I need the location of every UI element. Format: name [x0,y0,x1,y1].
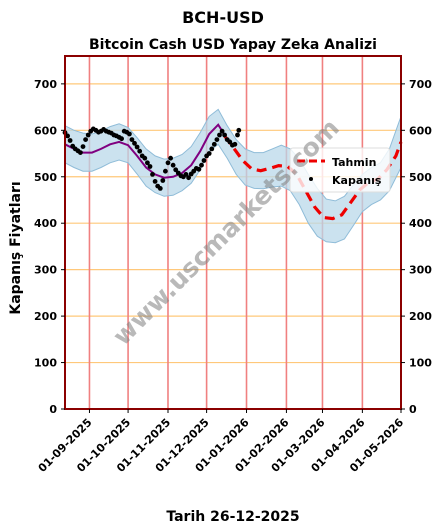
closing-point [163,168,168,174]
closing-point [206,151,212,156]
closing-point [168,155,174,161]
y-tick-label-left: 400 [34,217,57,230]
closing-point [129,137,135,143]
y-tick-label-left: 300 [34,264,57,277]
y-tick-label-left: 600 [34,124,57,137]
closing-point [145,160,150,166]
x-axis-title: Tarih 26-12-2025 [166,509,299,525]
closing-point [236,127,242,133]
y-tick-label-right: 400 [409,217,432,230]
chart-title: BCH-USD [182,8,264,27]
closing-point [222,132,228,138]
y-tick-label-left: 0 [49,403,57,416]
closing-point [209,146,215,152]
closing-point [134,144,140,150]
y-tick-label-right: 100 [409,357,432,370]
closing-point [173,167,179,173]
closing-point [142,155,148,161]
closing-point [232,141,238,147]
closing-point [65,133,70,139]
y-tick-label-right: 0 [409,403,417,416]
closing-point [85,132,91,138]
closing-point [219,128,225,134]
fitted-line [64,123,226,179]
closing-point [201,158,207,163]
closing-point [150,172,155,177]
closing-point [183,172,189,177]
y-tick-label-left: 200 [34,310,57,323]
closing-point [152,179,158,184]
closing-point [83,137,88,143]
y-tick-label-right: 200 [409,310,432,323]
closing-point [132,140,137,146]
closing-point [227,139,233,145]
closing-point [211,141,217,147]
y-tick-label-left: 700 [34,78,57,91]
horizontal-gridlines [65,83,401,364]
y-tick-label-right: 700 [409,78,432,91]
y-tick-label-left: 100 [34,357,57,370]
chart-subtitle: Bitcoin Cash USD Yapay Zeka Analizi [89,37,377,53]
y-tick-label-right: 600 [409,124,432,137]
legend-forecast-label: Tahmin [332,156,376,169]
legend-points-swatch [309,177,313,181]
y-tick-label-right: 500 [409,171,432,184]
y-tick-label-left: 500 [34,171,57,184]
closing-point [170,162,176,168]
closing-point [137,148,143,154]
legend-points-label: Kapanış [332,174,382,187]
closing-point [235,132,240,138]
closing-point [80,144,86,150]
closing-point [186,175,192,181]
closing-points [62,126,242,191]
closing-point [165,160,171,166]
closing-point [147,164,153,169]
y-axis-left: 0 100 200 300 400 500 600 700 [34,78,65,416]
y-axis-title: Kapanış Fiyatları [8,181,24,314]
y-tick-label-right: 300 [409,264,432,277]
closing-point [126,131,132,137]
closing-point [67,138,73,143]
closing-point [214,137,220,143]
closing-point [199,162,204,168]
closing-point [217,132,222,138]
legend: Tahmin Kapanış [289,147,391,193]
closing-point [119,136,124,142]
closing-point [78,150,83,156]
plot-frame [64,55,402,410]
y-axis-right: 0 100 200 300 400 500 600 700 [401,78,432,416]
closing-point [196,166,202,172]
closing-point [157,186,163,191]
closing-point [160,178,166,183]
